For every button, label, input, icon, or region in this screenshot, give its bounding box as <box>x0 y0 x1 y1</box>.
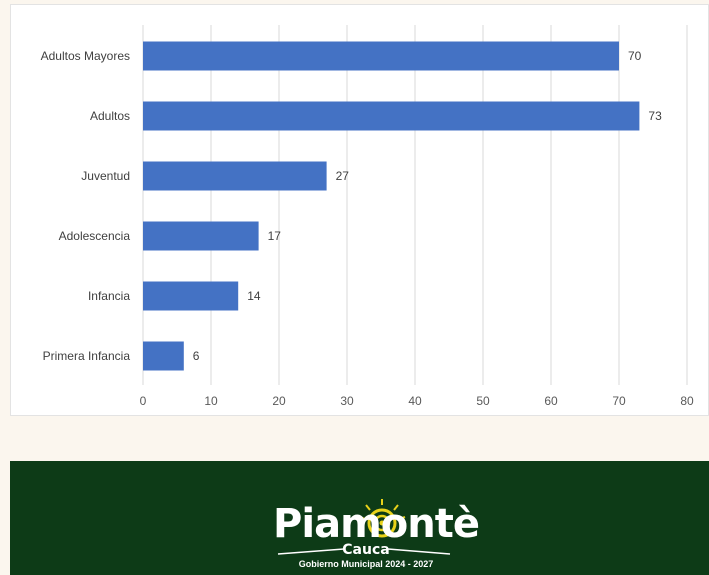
logo-swoosh-right <box>387 548 451 555</box>
bar-value-label: 6 <box>193 349 200 363</box>
bars <box>143 41 640 371</box>
category-label: Adultos Mayores <box>41 49 130 63</box>
bar-chart: Adultos Mayores Adultos Juventud Adolescenc… <box>41 25 694 408</box>
logo-swoosh-left <box>277 548 345 555</box>
bar-value-label: 73 <box>648 109 662 123</box>
x-tick-label: 10 <box>204 394 218 408</box>
x-tick-label: 80 <box>680 394 694 408</box>
bar <box>143 41 619 71</box>
bar-value-label: 70 <box>628 49 642 63</box>
logo-subtitle: Cauca <box>342 542 389 558</box>
category-label: Adultos <box>90 109 130 123</box>
category-labels: Adultos Mayores Adultos Juventud Adolescenc… <box>41 49 131 363</box>
logo-tagline: Gobierno Municipal 2024 - 2027 <box>299 559 434 569</box>
category-label: Adolescencia <box>59 229 131 243</box>
bar-value-label: 17 <box>268 229 282 243</box>
value-labels: 70 73 27 17 14 6 <box>193 49 662 363</box>
x-tick-label: 40 <box>408 394 422 408</box>
bar-value-label: 27 <box>336 169 350 183</box>
x-tick-label: 30 <box>340 394 354 408</box>
bar <box>143 281 239 311</box>
x-tick-labels: 0 10 20 30 40 50 60 70 80 <box>140 394 694 408</box>
bar <box>143 101 640 131</box>
category-label: Infancia <box>88 289 130 303</box>
category-label: Juventud <box>81 169 130 183</box>
logo-wordmark: Piamontè <box>273 501 479 547</box>
category-label: Primera Infancia <box>43 349 131 363</box>
footer-banner: Piamontè Cauca Gobierno Municipal 2024 -… <box>10 461 709 575</box>
x-tick-label: 60 <box>544 394 558 408</box>
bar-value-label: 14 <box>247 289 261 303</box>
sun-icon <box>358 499 406 538</box>
x-tick-label: 50 <box>476 394 490 408</box>
x-tick-label: 70 <box>612 394 626 408</box>
chart-card: Adultos Mayores Adultos Juventud Adolescenc… <box>10 4 709 416</box>
bar <box>143 161 327 191</box>
municipal-logo: Piamontè Cauca Gobierno Municipal 2024 -… <box>273 499 480 569</box>
bar <box>143 221 259 251</box>
gridlines <box>142 25 688 385</box>
x-tick-label: 20 <box>272 394 286 408</box>
bar <box>143 341 184 371</box>
x-tick-label: 0 <box>140 394 147 408</box>
